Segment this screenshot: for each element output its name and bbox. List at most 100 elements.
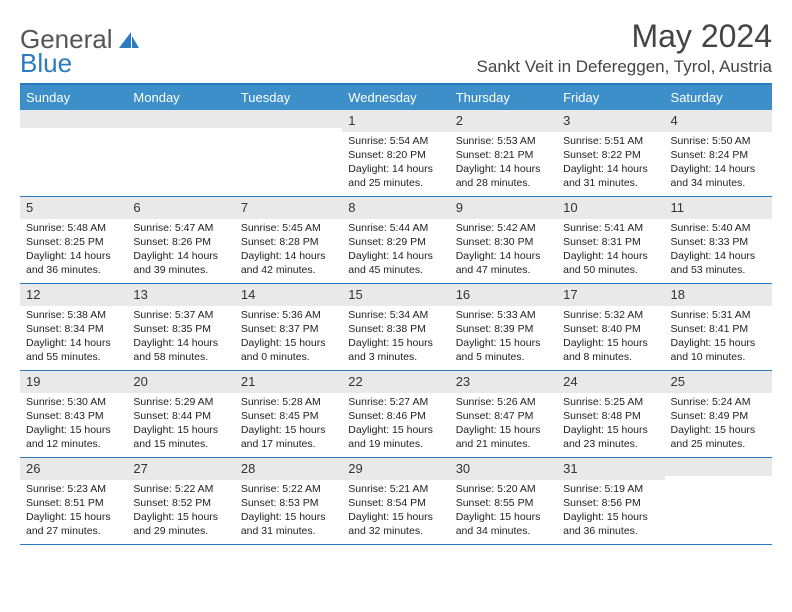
sunset-text: Sunset: 8:20 PM [348, 148, 445, 162]
sunset-text: Sunset: 8:38 PM [348, 322, 445, 336]
sunrise-text: Sunrise: 5:44 AM [348, 221, 445, 235]
day-info: Sunrise: 5:22 AMSunset: 8:52 PMDaylight:… [127, 480, 234, 543]
day-cell: 5Sunrise: 5:48 AMSunset: 8:25 PMDaylight… [20, 197, 127, 283]
sunset-text: Sunset: 8:45 PM [241, 409, 338, 423]
day-info: Sunrise: 5:21 AMSunset: 8:54 PMDaylight:… [342, 480, 449, 543]
day-info: Sunrise: 5:22 AMSunset: 8:53 PMDaylight:… [235, 480, 342, 543]
daylight-text: Daylight: 15 hours and 0 minutes. [241, 336, 338, 364]
daylight-text: Daylight: 15 hours and 12 minutes. [26, 423, 123, 451]
day-cell [127, 110, 234, 196]
day-info: Sunrise: 5:47 AMSunset: 8:26 PMDaylight:… [127, 219, 234, 282]
sunset-text: Sunset: 8:53 PM [241, 496, 338, 510]
day-number: 9 [450, 197, 557, 219]
day-cell [20, 110, 127, 196]
day-cell: 25Sunrise: 5:24 AMSunset: 8:49 PMDayligh… [665, 371, 772, 457]
sunrise-text: Sunrise: 5:27 AM [348, 395, 445, 409]
calendar: Sunday Monday Tuesday Wednesday Thursday… [20, 83, 772, 545]
sunset-text: Sunset: 8:54 PM [348, 496, 445, 510]
sunrise-text: Sunrise: 5:22 AM [133, 482, 230, 496]
day-info: Sunrise: 5:36 AMSunset: 8:37 PMDaylight:… [235, 306, 342, 369]
day-number: 17 [557, 284, 664, 306]
day-number: 20 [127, 371, 234, 393]
daylight-text: Daylight: 15 hours and 3 minutes. [348, 336, 445, 364]
sunset-text: Sunset: 8:39 PM [456, 322, 553, 336]
day-info: Sunrise: 5:34 AMSunset: 8:38 PMDaylight:… [342, 306, 449, 369]
day-number: 15 [342, 284, 449, 306]
sunrise-text: Sunrise: 5:30 AM [26, 395, 123, 409]
daylight-text: Daylight: 15 hours and 27 minutes. [26, 510, 123, 538]
sunrise-text: Sunrise: 5:47 AM [133, 221, 230, 235]
sunset-text: Sunset: 8:47 PM [456, 409, 553, 423]
sunset-text: Sunset: 8:49 PM [671, 409, 768, 423]
day-number [235, 110, 342, 128]
sunrise-text: Sunrise: 5:50 AM [671, 134, 768, 148]
sunset-text: Sunset: 8:21 PM [456, 148, 553, 162]
day-cell: 8Sunrise: 5:44 AMSunset: 8:29 PMDaylight… [342, 197, 449, 283]
day-info: Sunrise: 5:54 AMSunset: 8:20 PMDaylight:… [342, 132, 449, 195]
daylight-text: Daylight: 14 hours and 55 minutes. [26, 336, 123, 364]
day-cell: 21Sunrise: 5:28 AMSunset: 8:45 PMDayligh… [235, 371, 342, 457]
day-cell: 30Sunrise: 5:20 AMSunset: 8:55 PMDayligh… [450, 458, 557, 544]
sunrise-text: Sunrise: 5:40 AM [671, 221, 768, 235]
day-info: Sunrise: 5:37 AMSunset: 8:35 PMDaylight:… [127, 306, 234, 369]
daylight-text: Daylight: 15 hours and 10 minutes. [671, 336, 768, 364]
week-row: 5Sunrise: 5:48 AMSunset: 8:25 PMDaylight… [20, 197, 772, 284]
daylight-text: Daylight: 15 hours and 15 minutes. [133, 423, 230, 451]
day-header-thu: Thursday [450, 85, 557, 110]
day-number: 14 [235, 284, 342, 306]
day-cell: 10Sunrise: 5:41 AMSunset: 8:31 PMDayligh… [557, 197, 664, 283]
day-header-sun: Sunday [20, 85, 127, 110]
daylight-text: Daylight: 14 hours and 31 minutes. [563, 162, 660, 190]
title-block: May 2024 Sankt Veit in Defereggen, Tyrol… [477, 18, 772, 77]
header: General May 2024 Sankt Veit in Deferegge… [20, 18, 772, 77]
sunset-text: Sunset: 8:26 PM [133, 235, 230, 249]
day-cell: 26Sunrise: 5:23 AMSunset: 8:51 PMDayligh… [20, 458, 127, 544]
sunrise-text: Sunrise: 5:45 AM [241, 221, 338, 235]
daylight-text: Daylight: 14 hours and 42 minutes. [241, 249, 338, 277]
day-cell: 12Sunrise: 5:38 AMSunset: 8:34 PMDayligh… [20, 284, 127, 370]
sunrise-text: Sunrise: 5:23 AM [26, 482, 123, 496]
day-cell: 7Sunrise: 5:45 AMSunset: 8:28 PMDaylight… [235, 197, 342, 283]
day-cell: 13Sunrise: 5:37 AMSunset: 8:35 PMDayligh… [127, 284, 234, 370]
day-number: 5 [20, 197, 127, 219]
day-cell: 14Sunrise: 5:36 AMSunset: 8:37 PMDayligh… [235, 284, 342, 370]
sunset-text: Sunset: 8:48 PM [563, 409, 660, 423]
day-info: Sunrise: 5:44 AMSunset: 8:29 PMDaylight:… [342, 219, 449, 282]
day-number: 23 [450, 371, 557, 393]
day-info: Sunrise: 5:28 AMSunset: 8:45 PMDaylight:… [235, 393, 342, 456]
day-info: Sunrise: 5:45 AMSunset: 8:28 PMDaylight:… [235, 219, 342, 282]
sunset-text: Sunset: 8:51 PM [26, 496, 123, 510]
day-info: Sunrise: 5:26 AMSunset: 8:47 PMDaylight:… [450, 393, 557, 456]
daylight-text: Daylight: 15 hours and 32 minutes. [348, 510, 445, 538]
day-header-tue: Tuesday [235, 85, 342, 110]
day-cell [235, 110, 342, 196]
sunrise-text: Sunrise: 5:33 AM [456, 308, 553, 322]
day-cell: 15Sunrise: 5:34 AMSunset: 8:38 PMDayligh… [342, 284, 449, 370]
sunrise-text: Sunrise: 5:26 AM [456, 395, 553, 409]
sunset-text: Sunset: 8:29 PM [348, 235, 445, 249]
sunrise-text: Sunrise: 5:22 AM [241, 482, 338, 496]
sunrise-text: Sunrise: 5:38 AM [26, 308, 123, 322]
daylight-text: Daylight: 14 hours and 47 minutes. [456, 249, 553, 277]
sunset-text: Sunset: 8:41 PM [671, 322, 768, 336]
sunset-text: Sunset: 8:40 PM [563, 322, 660, 336]
sunset-text: Sunset: 8:43 PM [26, 409, 123, 423]
day-number [127, 110, 234, 128]
logo-text-blue: Blue [20, 48, 72, 79]
sunset-text: Sunset: 8:31 PM [563, 235, 660, 249]
sunrise-text: Sunrise: 5:19 AM [563, 482, 660, 496]
daylight-text: Daylight: 15 hours and 31 minutes. [241, 510, 338, 538]
day-cell: 2Sunrise: 5:53 AMSunset: 8:21 PMDaylight… [450, 110, 557, 196]
day-header-wed: Wednesday [342, 85, 449, 110]
logo-sail-icon [117, 30, 141, 50]
day-cell: 23Sunrise: 5:26 AMSunset: 8:47 PMDayligh… [450, 371, 557, 457]
sunset-text: Sunset: 8:44 PM [133, 409, 230, 423]
day-info: Sunrise: 5:50 AMSunset: 8:24 PMDaylight:… [665, 132, 772, 195]
daylight-text: Daylight: 14 hours and 25 minutes. [348, 162, 445, 190]
day-cell: 6Sunrise: 5:47 AMSunset: 8:26 PMDaylight… [127, 197, 234, 283]
day-number: 13 [127, 284, 234, 306]
sunset-text: Sunset: 8:52 PM [133, 496, 230, 510]
day-info: Sunrise: 5:30 AMSunset: 8:43 PMDaylight:… [20, 393, 127, 456]
day-number: 1 [342, 110, 449, 132]
day-number: 10 [557, 197, 664, 219]
